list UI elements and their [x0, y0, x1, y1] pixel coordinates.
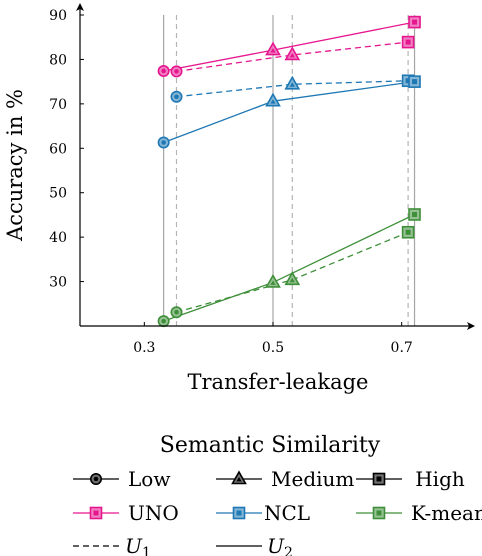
legend-label-ncl: NCL: [264, 501, 310, 525]
data-point-k-means-u2: [157, 315, 170, 328]
data-point-uno-u1: [401, 35, 415, 49]
legend: Semantic Similarity Low Medium High UNO NCL K…: [73, 433, 482, 556]
y-tick-label: 30: [49, 275, 67, 291]
legend-marker-medium-icon: [231, 470, 247, 485]
y-tick-label: 70: [49, 97, 67, 113]
legend-marker-low-icon: [90, 472, 103, 485]
data-point-uno-u2: [157, 64, 170, 77]
x-tick-label: 0.5: [262, 340, 284, 356]
y-tick-label: 80: [49, 52, 67, 68]
legend-label-high: High: [415, 467, 465, 491]
series-line-ncl-u2: [163, 80, 415, 144]
ticks: 0.3 0.5 0.7 30 40 50 60 70 80 90: [49, 8, 413, 356]
data-point-uno-u1: [284, 46, 301, 61]
legend-method-ncl-icon: [232, 506, 246, 520]
data-point-k-means-u1: [401, 225, 415, 239]
legend-label-k-means: K-means: [411, 501, 482, 525]
data-point-ncl-u1: [284, 75, 301, 90]
x-tick-label: 0.7: [391, 340, 413, 356]
legend-label-uno: UNO: [128, 501, 179, 525]
y-tick-label: 60: [49, 141, 67, 157]
series-line-ncl-u1: [176, 80, 409, 98]
data-point-ncl-u1: [170, 90, 183, 103]
x-tick-label: 0.3: [133, 340, 155, 356]
y-tick-label: 50: [49, 186, 67, 202]
data-point-uno-u2: [408, 15, 421, 29]
legend-marker-high-icon: [372, 472, 386, 486]
y-axis-label: Accuracy in %: [3, 89, 27, 242]
data-point-k-means-u1: [284, 271, 301, 286]
data-point-uno-u1: [170, 65, 183, 78]
legend-label-u1: U1: [125, 534, 151, 556]
legend-label-u2: U2: [267, 534, 293, 556]
x-axis-label: Transfer-leakage: [188, 370, 369, 394]
series-line-uno-u2: [163, 21, 415, 72]
legend-label-medium: Medium: [271, 467, 354, 491]
data-point-ncl-u2: [265, 92, 281, 107]
series-markers: [157, 15, 421, 328]
y-tick-label: 40: [49, 230, 67, 246]
data-point-ncl-u2: [157, 136, 170, 149]
legend-label-low: Low: [128, 467, 170, 491]
y-tick-label: 90: [49, 8, 67, 24]
legend-title: Semantic Similarity: [160, 433, 381, 458]
data-point-k-means-u2: [265, 273, 281, 288]
legend-method-uno-icon: [89, 506, 103, 520]
series-lines: [163, 21, 415, 322]
data-point-k-means-u2: [408, 208, 421, 221]
legend-method-k-means-icon: [372, 506, 386, 520]
data-point-uno-u2: [265, 41, 281, 56]
data-point-ncl-u2: [408, 75, 421, 88]
axes: [76, 3, 475, 330]
data-point-k-means-u1: [170, 306, 183, 319]
series-line-uno-u1: [176, 41, 409, 73]
